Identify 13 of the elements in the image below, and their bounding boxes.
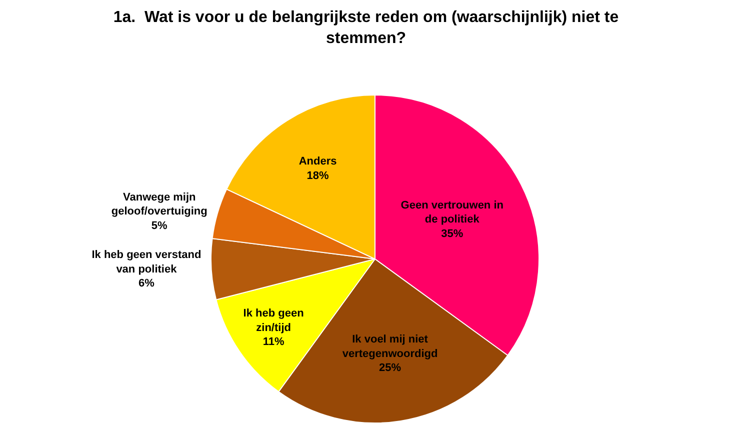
data-label: 35%: [441, 228, 464, 240]
chart-title: 1a. Wat is voor u de belangrijkste reden om (waarschijnlijk) niet te stemmen?: [113, 9, 619, 47]
data-label: 25%: [379, 362, 402, 374]
data-label: 6%: [138, 278, 155, 290]
data-label: 18%: [306, 170, 330, 182]
slice-label: Anders: [298, 156, 337, 168]
data-label: 5%: [151, 220, 168, 232]
data-label: 11%: [262, 336, 284, 348]
slice-label: Geen vertrouwen in de politiek: [400, 199, 504, 226]
slice-label: Ik heb geen verstand van politiek: [92, 249, 202, 276]
slice-label: Ik voel mij niet vertegenwoordigd: [342, 334, 438, 360]
slice-label: Ik heb geen zin/tijd: [243, 308, 304, 334]
slice-label: Vanwege mijn geloof/overtuiging: [111, 191, 208, 218]
